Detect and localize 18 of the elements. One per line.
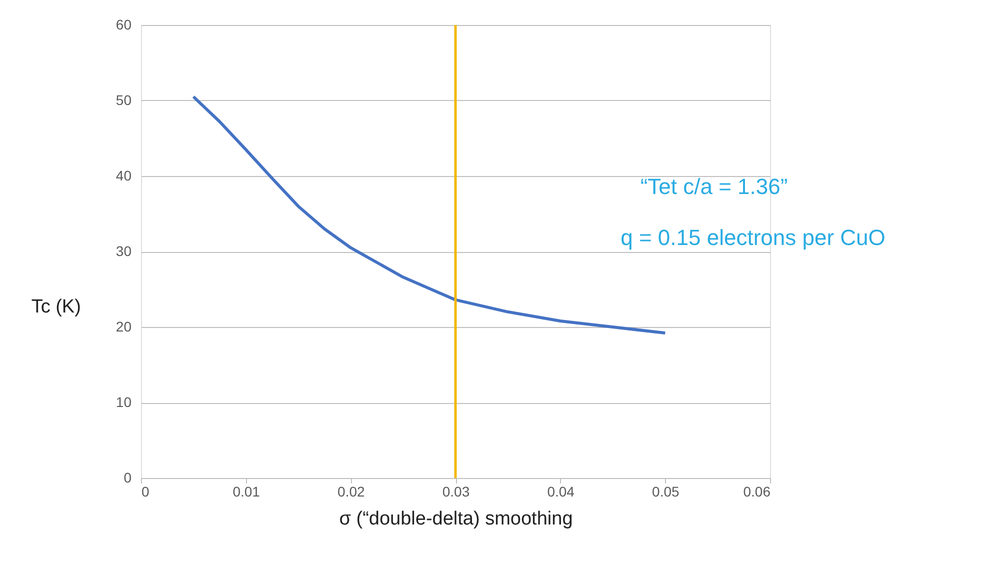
y-tick-label: 50 <box>116 92 132 108</box>
y-tick-label: 0 <box>124 470 132 486</box>
y-tick-label: 10 <box>116 394 132 410</box>
annotation: q = 0.15 electrons per CuO <box>620 225 886 250</box>
y-tick-label: 30 <box>116 243 132 259</box>
y-tick-label: 60 <box>116 16 132 32</box>
x-tick-label: 0 <box>142 484 150 500</box>
x-axis-title: σ (“double-delta) smoothing <box>339 508 573 530</box>
x-tick-label: 0.03 <box>442 484 470 500</box>
x-tick-label: 0.06 <box>743 484 771 500</box>
x-tick-label: 0.05 <box>652 484 680 500</box>
x-tick-label: 0.01 <box>232 484 260 500</box>
annotation: “Tet c/a = 1.36” <box>640 174 788 199</box>
y-tick-label: 40 <box>116 168 132 184</box>
x-tick-label: 0.04 <box>547 484 575 500</box>
x-tick-label: 0.02 <box>338 484 366 500</box>
y-axis-title: Tc (K) <box>31 296 81 318</box>
y-tick-label: 20 <box>116 318 132 334</box>
